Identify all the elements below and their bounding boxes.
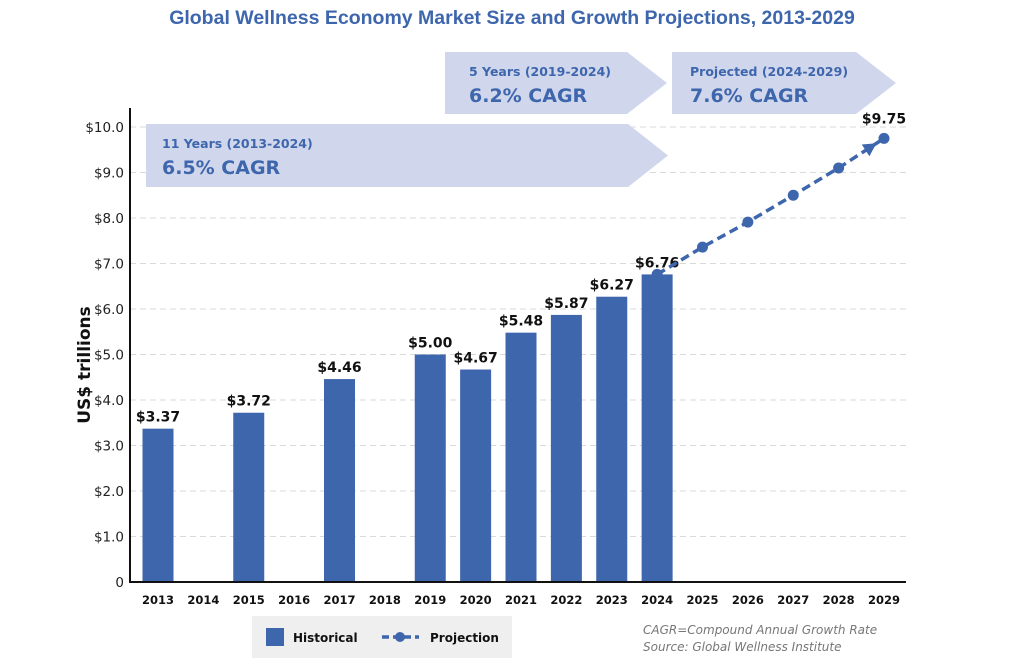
x-tick-label: 2024: [641, 593, 673, 607]
x-tick-label: 2028: [823, 593, 855, 607]
bar-2024: [641, 274, 673, 582]
cagr-arrow-shape: [445, 52, 667, 114]
bar-2023: [596, 296, 628, 582]
cagr-annotation-proj: Projected (2024-2029) 7.6% CAGR: [672, 52, 896, 114]
bar-value-label: $6.27: [590, 278, 634, 294]
x-tick-label: 2013: [142, 593, 174, 607]
x-tick-label: 2017: [323, 593, 355, 607]
bar-2017: [324, 379, 355, 582]
chart-title: Global Wellness Economy Market Size and …: [169, 7, 855, 29]
bar-value-label: $3.72: [227, 394, 271, 410]
x-tick-label: 2025: [686, 593, 718, 607]
y-tick-label: $6.0: [94, 302, 124, 318]
x-tick-label: 2020: [460, 593, 492, 607]
axes: [129, 108, 906, 583]
bar-2022: [550, 314, 582, 582]
cagr-arrow-shape: [672, 52, 896, 114]
bar-2015: [233, 412, 265, 582]
legend-projection-marker: [395, 632, 405, 642]
cagr-annotation-11y: 11 Years (2013-2024) 6.5% CAGR: [146, 124, 668, 187]
projection-point-2027: [787, 189, 799, 201]
y-tick-label: $5.0: [94, 348, 124, 364]
y-axis-title: US$ trillions: [75, 306, 95, 424]
projection-point-2025: [697, 241, 708, 253]
cagr-arrow-shape: [146, 124, 668, 187]
x-tick-label: 2026: [732, 593, 764, 607]
cagr-value-label: 7.6% CAGR: [690, 85, 809, 107]
legend-historical-label: Historical: [293, 631, 358, 645]
y-tick-label: $3.0: [94, 439, 124, 455]
y-tick-label: $9.0: [94, 166, 124, 182]
x-tick-label: 2022: [550, 593, 582, 607]
x-tick-label: 2018: [369, 593, 401, 607]
projection-dashed-line: [656, 136, 885, 276]
x-tick-label: 2023: [596, 593, 628, 607]
projection-point-2029: [878, 132, 890, 144]
projection-arrowhead: [861, 143, 877, 157]
cagr-value-label: 6.5% CAGR: [162, 157, 281, 179]
y-tick-label: $2.0: [94, 484, 124, 500]
y-tick-label: $7.0: [94, 257, 124, 273]
bar-value-label: $5.87: [544, 296, 588, 312]
projection-end-label: $9.75: [862, 111, 906, 127]
projection-line: $9.75: [651, 111, 906, 280]
bar-2020: [460, 369, 492, 582]
cagr-value-label: 6.2% CAGR: [469, 85, 588, 107]
bar-value-label: $5.48: [499, 314, 543, 330]
y-tick-label: $1.0: [94, 530, 124, 546]
x-tick-label: 2019: [414, 593, 446, 607]
note-cagr-definition: CAGR=Compound Annual Growth Rate: [643, 623, 877, 637]
cagr-annotations: 11 Years (2013-2024) 6.5% CAGR 5 Years (20…: [146, 52, 896, 187]
bar-value-label: $3.37: [136, 410, 180, 426]
legend-projection-label: Projection: [430, 631, 499, 645]
cagr-period-label: 5 Years (2019-2024): [469, 64, 611, 79]
legend-historical-swatch: [266, 628, 284, 646]
x-tick-label: 2015: [233, 593, 265, 607]
cagr-annotation-5y: 5 Years (2019-2024) 6.2% CAGR: [445, 52, 667, 114]
bar-value-label: $4.46: [317, 360, 361, 376]
legend: Historical Projection: [252, 616, 512, 658]
y-tick-label: $10.0: [85, 120, 124, 136]
x-axis-ticks: 2013 2014 2015 2016 2017 2018 2019 2020 2021 2022…: [142, 593, 900, 607]
bars: [142, 274, 673, 582]
y-tick-label: $4.0: [94, 393, 124, 409]
bar-2021: [505, 332, 537, 582]
y-axis-ticks: 0 $1.0 $2.0 $3.0 $4.0 $5.0 $6.0 $7.0 $8.0 $9.0 $10…: [85, 120, 124, 591]
y-tick-label: $8.0: [94, 211, 124, 227]
x-tick-label: 2021: [505, 593, 537, 607]
projection-point-2028: [833, 162, 845, 174]
bar-value-label: $5.00: [408, 336, 453, 352]
note-source: Source: Global Wellness Institute: [643, 640, 842, 654]
projection-point-2024: [651, 268, 663, 280]
x-tick-label: 2027: [777, 593, 809, 607]
bar-value-label: $6.76: [635, 255, 679, 271]
bar-value-label: $4.67: [453, 351, 497, 367]
bar-2013: [142, 428, 174, 582]
x-tick-label: 2016: [278, 593, 310, 607]
projection-point-2026: [742, 216, 754, 228]
x-tick-label: 2029: [868, 593, 900, 607]
x-tick-label: 2014: [187, 593, 219, 607]
bar-2019: [414, 354, 446, 582]
bar-labels: $3.37 $3.72 $4.46 $5.00$4.67 $5.48$5.87$6.27…: [136, 255, 679, 425]
cagr-period-label: Projected (2024-2029): [690, 64, 848, 79]
cagr-period-label: 11 Years (2013-2024): [162, 136, 313, 151]
y-tick-label: 0: [115, 575, 124, 591]
